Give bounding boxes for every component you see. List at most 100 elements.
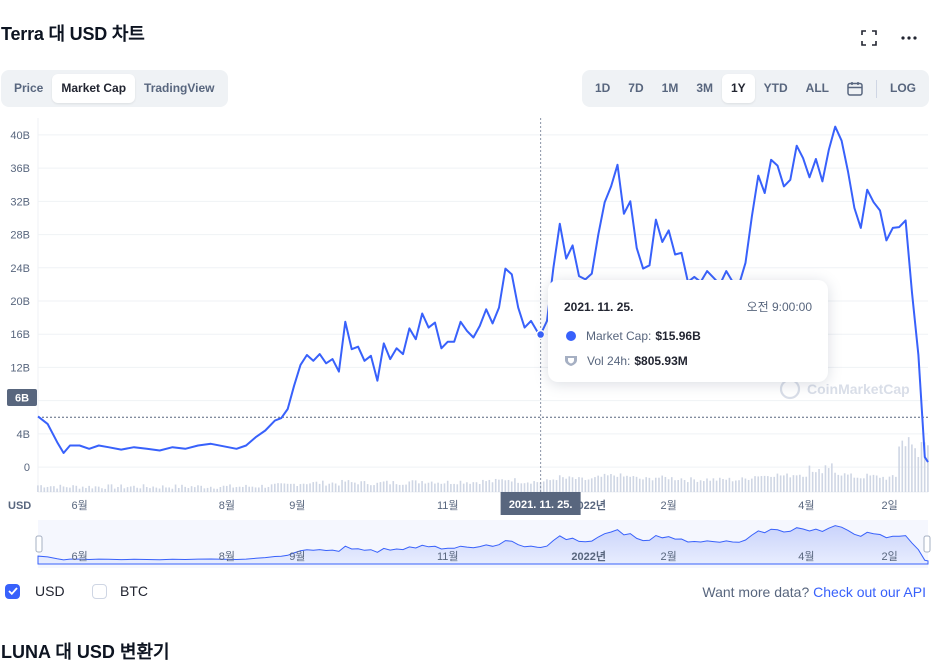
volume-bar (549, 480, 551, 492)
x-tick-label: 11월 (437, 499, 459, 512)
market-cap-chart[interactable]: 04B8B12B16B20B24B28B32B36B40B CoinMarket… (0, 110, 934, 575)
volume-bar (578, 477, 580, 492)
volume-bar (494, 478, 497, 492)
tooltip-volume-label: Vol 24h: (587, 353, 631, 368)
more-horizontal-icon[interactable] (897, 26, 921, 50)
volume-bar (270, 484, 273, 492)
volume-bar (872, 474, 875, 492)
volume-bar (187, 488, 190, 492)
volume-bar (235, 487, 238, 492)
volume-bar (450, 484, 452, 492)
volume-bar (222, 485, 225, 492)
volume-bar (645, 477, 647, 492)
range-all[interactable]: ALL (805, 81, 829, 95)
volume-bar (158, 488, 161, 492)
volume-bar (69, 487, 71, 492)
market-cap-dot-icon (566, 330, 576, 341)
volume-bar (155, 487, 158, 492)
navigator-tick-label: 11월 (437, 550, 459, 563)
navigator-tick-label: 2일 (881, 549, 897, 563)
volume-bar (392, 481, 395, 492)
tooltip-market-cap-label: Market Cap: (586, 328, 652, 343)
volume-bar (389, 484, 391, 492)
volume-bar (888, 476, 891, 492)
volume-bar (113, 488, 116, 492)
volume-bar (815, 472, 817, 492)
volume-bar (696, 481, 699, 492)
volume-bar (386, 480, 388, 492)
volume-bar (110, 484, 113, 492)
volume-bar (587, 479, 590, 492)
volume-bar (453, 483, 455, 492)
volume-bar (257, 487, 260, 492)
volume-bar (149, 488, 151, 492)
y-tick-label: 20B (10, 296, 30, 308)
current-value-tag: 6B (7, 389, 37, 406)
volume-bar (542, 481, 545, 492)
volume-bar (741, 477, 744, 492)
volume-bar (331, 482, 334, 492)
btc-checkbox-row[interactable]: BTC (92, 583, 148, 599)
volume-bar (520, 483, 523, 492)
volume-bar (446, 480, 449, 492)
range-1y[interactable]: 1Y (721, 74, 755, 103)
api-promo-text: Want more data? (702, 584, 810, 600)
volume-bar (219, 487, 222, 492)
volume-bar (808, 465, 811, 492)
navigator-right-handle[interactable] (923, 535, 931, 553)
log-toggle[interactable]: LOG (890, 81, 916, 95)
range-1m[interactable]: 1M (661, 81, 679, 95)
fullscreen-icon[interactable] (857, 26, 881, 50)
usd-checkbox-row[interactable]: USD (5, 583, 65, 599)
btc-checkbox[interactable] (92, 583, 107, 599)
volume-bar (834, 472, 836, 492)
volume-bar (722, 479, 724, 492)
volume-bar (754, 476, 756, 492)
volume-bar (94, 486, 97, 492)
volume-bar (107, 484, 110, 492)
volume-bar (306, 484, 308, 492)
volume-bar (690, 477, 692, 492)
range-ytd[interactable]: YTD (763, 81, 788, 95)
volume-bar (763, 475, 766, 492)
volume-bar (677, 480, 679, 492)
calendar-icon[interactable] (838, 74, 872, 103)
volume-bar (267, 486, 270, 492)
tab-market-cap[interactable]: Market Cap (52, 74, 136, 103)
volume-bar (475, 482, 478, 492)
range-3m[interactable]: 3M (696, 81, 713, 95)
volume-bar (783, 475, 785, 492)
volume-bar (37, 485, 39, 492)
volume-bar (46, 486, 49, 492)
volume-bar (168, 487, 170, 492)
volume-bar (904, 446, 907, 492)
volume-bar (728, 477, 731, 492)
volume-shield-icon (565, 355, 577, 366)
volume-bar (376, 482, 379, 492)
volume-bar (430, 481, 433, 492)
volume-bar (225, 485, 228, 492)
volume-bar (562, 477, 564, 492)
tab-tradingview[interactable]: TradingView (144, 81, 215, 95)
volume-bar (405, 484, 407, 492)
volume-bar (757, 476, 760, 492)
volume-bar (171, 488, 174, 492)
volume-bar (216, 488, 218, 492)
navigator-left-handle[interactable] (35, 535, 43, 553)
tab-price[interactable]: Price (14, 81, 44, 95)
x-tick-label: 2월 (661, 499, 677, 512)
volume-bar (296, 486, 299, 492)
volume-bar (363, 481, 366, 492)
range-7d[interactable]: 7D (628, 81, 644, 95)
range-1d[interactable]: 1D (594, 81, 611, 95)
volume-bar (277, 483, 279, 492)
usd-checkbox[interactable] (5, 583, 20, 599)
volume-bar (395, 484, 398, 492)
api-link[interactable]: Check out our API (813, 584, 926, 600)
volume-bar (181, 484, 183, 492)
volume-bar (901, 440, 904, 492)
volume-bar (642, 479, 644, 492)
range-navigator[interactable]: 6월 8월 9월 11월 2022년 2월 4월 2일 (35, 520, 931, 568)
volume-bar (638, 478, 641, 492)
navigator-tick-label: 2022년 (571, 549, 606, 563)
